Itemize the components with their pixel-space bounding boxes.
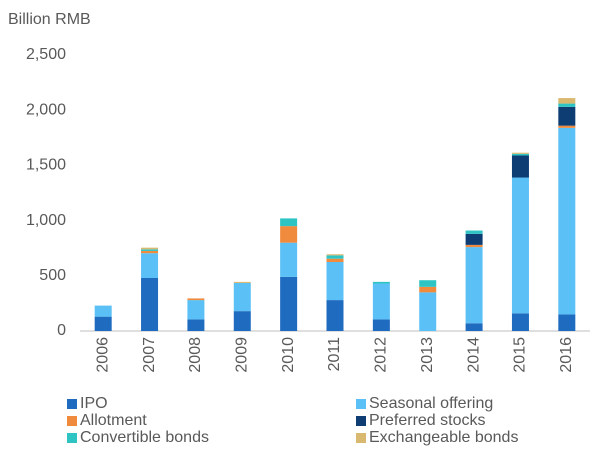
bar-segment xyxy=(326,300,344,331)
bar-segment xyxy=(558,314,576,331)
bar-segment xyxy=(419,292,437,331)
bar-segment xyxy=(419,286,437,293)
bar-segment xyxy=(280,218,298,227)
bar-segment xyxy=(187,298,205,301)
bar-segment xyxy=(465,247,483,324)
bar-segment xyxy=(511,153,529,156)
legend-label: Exchangeable bonds xyxy=(369,429,518,446)
bar-segment xyxy=(233,282,251,312)
bar-segment xyxy=(187,300,205,320)
legend-swatch xyxy=(356,416,366,426)
x-tick-label: 2013 xyxy=(419,337,436,373)
bar-segment xyxy=(141,278,159,331)
bar-segment xyxy=(465,233,483,245)
bar-segment xyxy=(280,276,298,331)
bar-segment xyxy=(187,319,205,331)
x-tick-label: 2016 xyxy=(558,337,575,373)
bar-segment xyxy=(280,242,298,277)
x-tick-label: 2015 xyxy=(512,337,529,373)
legend-label: Allotment xyxy=(80,412,147,429)
x-tick-label: 2012 xyxy=(373,337,390,373)
bar-segment xyxy=(94,305,112,317)
bar-segment xyxy=(511,155,529,178)
bar-segment xyxy=(326,258,344,262)
bar-segment xyxy=(372,281,390,284)
bar-segment xyxy=(511,313,529,331)
bar-segment xyxy=(419,280,437,287)
x-tick-label: 2009 xyxy=(233,337,250,373)
bar-segment xyxy=(558,98,576,104)
bar-segment xyxy=(558,103,576,107)
bar-segment xyxy=(141,249,159,251)
bar-segment xyxy=(233,311,251,331)
legend-label: Convertible bonds xyxy=(80,429,209,446)
y-tick-label: 1,000 xyxy=(26,212,66,229)
bar-segment xyxy=(326,254,344,256)
bar-segment xyxy=(511,177,529,314)
x-tick-label: 2011 xyxy=(326,337,343,372)
bar-segment xyxy=(280,226,298,243)
x-tick-label: 2006 xyxy=(94,337,111,373)
y-tick-label: 2,000 xyxy=(26,101,66,118)
bar-segment xyxy=(372,283,390,320)
bar-segment xyxy=(326,255,344,259)
x-tick-label: 2014 xyxy=(465,337,482,373)
legend-swatch xyxy=(67,416,77,426)
bar-segment xyxy=(558,125,576,128)
bar-segment xyxy=(465,323,483,331)
bar-segment xyxy=(94,316,112,331)
legend-label: Preferred stocks xyxy=(369,412,485,429)
bar-segment xyxy=(465,244,483,248)
y-axis-label: Billion RMB xyxy=(8,11,91,28)
y-tick-label: 2,500 xyxy=(26,46,66,63)
bar-segment xyxy=(511,152,529,154)
bar-segment xyxy=(465,230,483,234)
legend-swatch xyxy=(67,399,77,409)
y-tick-label: 0 xyxy=(57,322,66,339)
bar-segment xyxy=(141,247,159,250)
x-tick-label: 2008 xyxy=(187,337,204,373)
bar-segment xyxy=(233,281,251,283)
bar-segment xyxy=(141,250,159,254)
legend-label: Seasonal offering xyxy=(369,395,493,412)
y-tick-label: 500 xyxy=(39,267,66,284)
legend-label: IPO xyxy=(80,395,108,412)
legend-swatch xyxy=(356,399,366,409)
legend-swatch xyxy=(356,433,366,443)
x-tick-label: 2007 xyxy=(141,337,158,373)
bar-segment xyxy=(558,106,576,126)
bar-segment xyxy=(326,262,344,301)
x-tick-label: 2010 xyxy=(280,337,297,373)
y-tick-label: 1,500 xyxy=(26,157,66,174)
bar-segment xyxy=(141,253,159,279)
bar-segment xyxy=(372,319,390,331)
bar-segment xyxy=(558,127,576,315)
legend-swatch xyxy=(67,433,77,443)
